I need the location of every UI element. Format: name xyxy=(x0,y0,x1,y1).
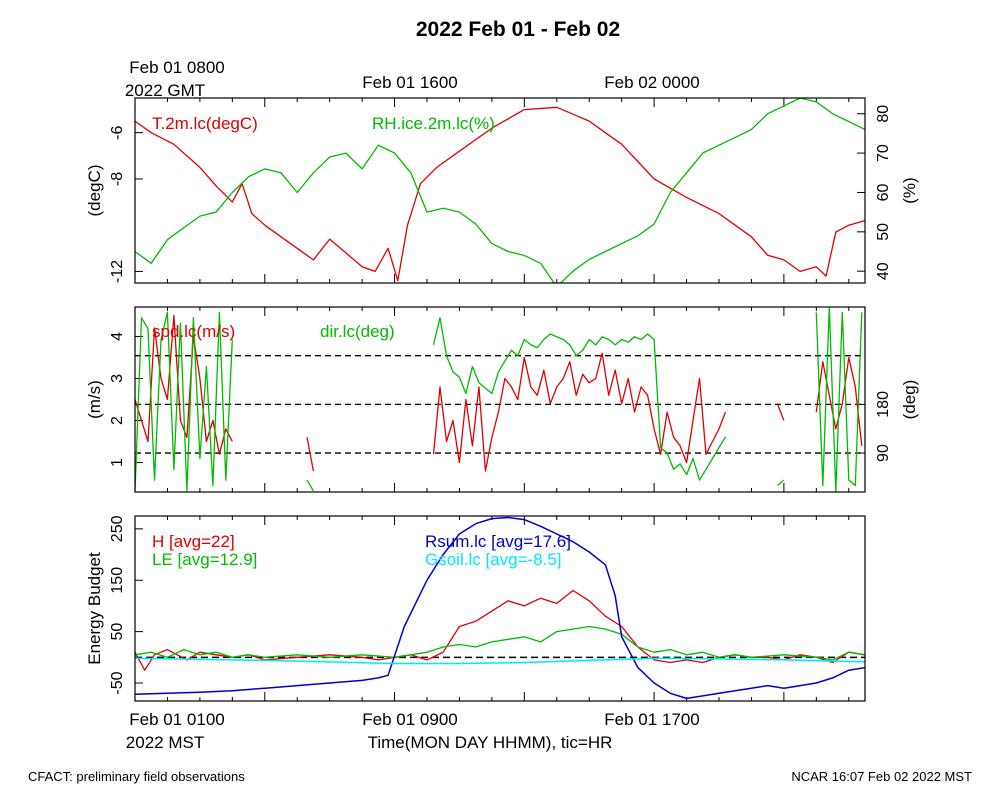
legend-label: Rsum.lc [avg=17.6] xyxy=(425,532,571,551)
y-axis-title-right: (deg) xyxy=(900,380,919,420)
bottom-time-sublabel: 2022 MST xyxy=(126,733,204,752)
top-time-label-0: Feb 01 0800 xyxy=(129,58,224,77)
legend-label: spd.lc(m/s) xyxy=(152,322,235,341)
y-tick-label-right: 40 xyxy=(875,262,892,280)
legend-label: T.2m.lc(degC) xyxy=(152,114,258,133)
legend-label: H [avg=22] xyxy=(152,532,235,551)
y-tick-label-right: 60 xyxy=(875,183,892,201)
series-lines xyxy=(135,516,865,700)
y-tick-label-left: -6 xyxy=(109,125,126,139)
series-lines xyxy=(135,98,865,283)
top-time-label-1: Feb 01 1600 xyxy=(362,73,457,92)
y-tick-label-left: 150 xyxy=(109,567,126,594)
series-line-2 xyxy=(135,516,865,700)
y-tick-label-left: -12 xyxy=(109,260,126,283)
y-tick-label-right: 80 xyxy=(875,105,892,123)
legend-label: Gsoil.lc [avg=-8.5] xyxy=(425,550,562,569)
y-axis-title-right: (%) xyxy=(900,177,919,203)
footer-left: CFACT: preliminary field observations xyxy=(28,769,245,784)
y-tick-label-left: 50 xyxy=(109,623,126,641)
y-tick-label-right: 50 xyxy=(875,223,892,241)
y-axis-title-left: (degC) xyxy=(85,165,104,217)
panel-frame xyxy=(134,306,866,493)
top-time-sublabel: 2022 GMT xyxy=(125,81,205,100)
y-tick-label-left: -8 xyxy=(109,172,126,186)
figure-title: 2022 Feb 01 - Feb 02 xyxy=(416,18,620,41)
series-line-1 xyxy=(135,98,865,283)
y-tick-label-left: 1 xyxy=(109,458,126,467)
panel-frame xyxy=(134,515,866,702)
chart-panels: -12 -8 -6 40 50 60 70 80 (degC) (%) T.2m.lc(degC) R… xyxy=(85,97,919,702)
series-line-0 xyxy=(135,106,865,282)
bottom-time-label-1: Feb 01 0900 xyxy=(362,710,457,729)
series-line-1 xyxy=(135,625,865,661)
bottom-time-label-2: Feb 01 1700 xyxy=(604,710,699,729)
x-axis-title: Time(MON DAY HHMM), tic=HR xyxy=(368,733,613,752)
y-tick-label-left: 250 xyxy=(109,515,126,542)
y-tick-label-right: 70 xyxy=(875,144,892,162)
panel-temperature-humidity: -12 -8 -6 40 50 60 70 80 (degC) (%) T.2m.lc(degC) R… xyxy=(85,97,919,284)
y-tick-label-left: 4 xyxy=(109,332,126,341)
panel-frame xyxy=(134,97,866,284)
series-line-1 xyxy=(135,307,863,492)
y-tick-label-left: -50 xyxy=(109,671,126,694)
bottom-time-label-0: Feb 01 0100 xyxy=(129,710,224,729)
footer-right: NCAR 16:07 Feb 02 2022 MST xyxy=(791,769,972,784)
y-axis-title-left: Energy Budget xyxy=(85,552,104,665)
legend-label: LE [avg=12.9] xyxy=(152,550,257,569)
panel-energy-budget: -50 50 150 250 Energy Budget H [avg=22]LE [av… xyxy=(85,515,866,702)
series-line-3 xyxy=(135,657,865,665)
y-axis-title-left: (m/s) xyxy=(85,380,104,419)
y-tick-label-right: 180 xyxy=(875,391,892,418)
y-tick-label-left: 2 xyxy=(109,416,126,425)
y-tick-label-left: 3 xyxy=(109,374,126,383)
legend-label: dir.lc(deg) xyxy=(320,322,395,341)
y-tick-label-right: 90 xyxy=(875,444,892,462)
panel-wind: 1 2 3 4 90 180 (m/s) (deg) spd.lc(m/s) dir.lc(deg… xyxy=(85,306,919,493)
legend-label: RH.ice.2m.lc(%) xyxy=(372,114,495,133)
series-lines xyxy=(135,307,863,492)
series-line-0 xyxy=(135,314,863,472)
top-time-label-2: Feb 02 0000 xyxy=(604,73,699,92)
